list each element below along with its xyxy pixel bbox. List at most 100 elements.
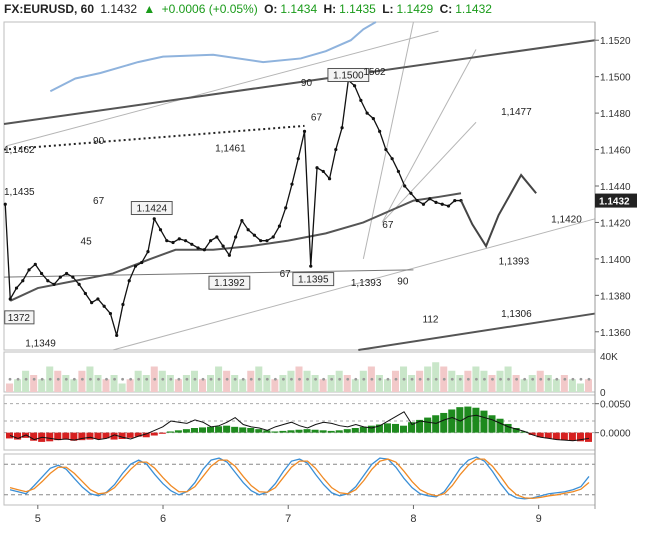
macd-histogram-bar: [215, 426, 223, 433]
price-point: [146, 250, 150, 254]
macd-histogram-bar: [343, 429, 351, 433]
trendline[interactable]: [358, 312, 596, 351]
volume-bar: [102, 379, 110, 392]
price-point: [234, 235, 238, 239]
y-tick-label: 1.1420: [600, 218, 631, 229]
price-point: [327, 177, 332, 181]
volume-ma-point: [24, 377, 28, 381]
level-label: 1,1349: [25, 338, 56, 349]
price-point: [309, 264, 313, 268]
macd-histogram-bar: [271, 431, 279, 433]
price-point: [115, 333, 119, 338]
price-point: [215, 235, 219, 239]
level-box: [208, 275, 251, 290]
price-point: [65, 271, 69, 276]
volume-ma-point: [201, 377, 205, 381]
macd-histogram-bar: [255, 429, 263, 433]
price-point: [252, 233, 257, 237]
axes: 1.1520 1.1500 1.1480 1.1460 1.1440 1.1420 1.14…: [35, 22, 637, 525]
level-label: 1372: [8, 313, 31, 324]
volume-bar: [303, 370, 311, 392]
volume-ma-point: [354, 377, 358, 381]
macd-histogram-bar: [351, 428, 359, 433]
price-pane[interactable]: 90 1.1500 1502 1,1477 67 1,1462 90 1,1461 1,1435…: [3, 21, 596, 351]
level-box: [130, 201, 173, 216]
volume-bar: [94, 375, 102, 392]
volume-ma-point: [450, 377, 454, 381]
macd-histogram-bar: [126, 432, 134, 438]
macd-histogram-bar: [375, 424, 383, 433]
volume-bar: [223, 370, 231, 392]
price-point: [121, 302, 125, 307]
level-label: 1.1392: [214, 278, 245, 289]
price-point: [8, 297, 12, 301]
up-arrow-icon: ▲: [143, 2, 156, 16]
volume-pane[interactable]: [6, 362, 592, 392]
macd-histogram-bar: [488, 415, 496, 433]
volume-bar: [536, 370, 544, 392]
y-tick-label: 1.1380: [600, 291, 631, 302]
close-label: C:: [439, 2, 453, 16]
macd-histogram-bar: [408, 422, 416, 433]
volume-ma-point: [434, 377, 438, 381]
current-price-tag: [595, 193, 637, 208]
volume-bar: [78, 370, 86, 392]
macd-histogram-bar: [94, 432, 102, 439]
macd-histogram-bar: [327, 430, 335, 433]
macd-histogram-bar: [70, 432, 78, 441]
stochastic-pane[interactable]: [4, 456, 595, 500]
price-point: [409, 191, 413, 195]
volume-bar: [391, 370, 400, 392]
macd-histogram-bar: [512, 428, 520, 433]
level-label: 90: [397, 276, 409, 287]
volume-bar: [54, 370, 62, 392]
price-point: [183, 239, 188, 243]
volume-bar: [448, 370, 456, 392]
price-point: [340, 126, 344, 130]
price-point: [102, 304, 106, 308]
volume-ma-point: [209, 377, 213, 381]
volume-tick-label: 0: [600, 388, 606, 399]
volume-bar: [126, 379, 134, 392]
volume-ma-point: [306, 377, 309, 381]
price-point: [196, 246, 200, 250]
volume-ma-point: [40, 377, 44, 381]
level-box: [327, 67, 370, 82]
y-tick-label: 1.1360: [600, 328, 631, 339]
price-point: [133, 264, 138, 268]
price-point: [359, 98, 363, 102]
price-point: [202, 248, 206, 252]
volume-ma-point: [56, 377, 60, 381]
macd-histogram-bar: [30, 432, 38, 441]
macd-histogram-bar: [448, 409, 456, 433]
macd-histogram-bar: [118, 432, 126, 439]
volume-bar: [190, 370, 198, 392]
low-label: L:: [382, 2, 394, 16]
price-point: [296, 157, 300, 161]
trendline[interactable]: [3, 124, 305, 151]
level-label: 112: [423, 315, 439, 326]
trendline[interactable]: [3, 39, 596, 126]
macd-pane[interactable]: [4, 403, 595, 442]
price-point: [352, 84, 357, 88]
last-price: 1.1432: [100, 2, 138, 16]
price-point: [240, 219, 244, 223]
volume-bar: [70, 379, 78, 392]
macd-histogram-bar: [303, 429, 311, 433]
volume-ma-point: [64, 377, 68, 381]
volume-bar: [335, 370, 343, 392]
volume-bar: [38, 379, 46, 392]
macd-histogram-bar: [158, 432, 166, 434]
volume-bar: [520, 379, 528, 392]
volume-bar: [568, 379, 576, 392]
volume-bar: [207, 375, 215, 392]
level-box: [4, 310, 35, 325]
macd-histogram-bar: [560, 432, 568, 441]
macd-histogram-bar: [440, 412, 448, 433]
volume-bar: [110, 375, 118, 392]
price-point: [190, 242, 194, 246]
y-tick-label: 1.1500: [600, 73, 631, 84]
y-tick-label: 1.1460: [600, 146, 631, 157]
volume-ma-point: [265, 377, 269, 381]
